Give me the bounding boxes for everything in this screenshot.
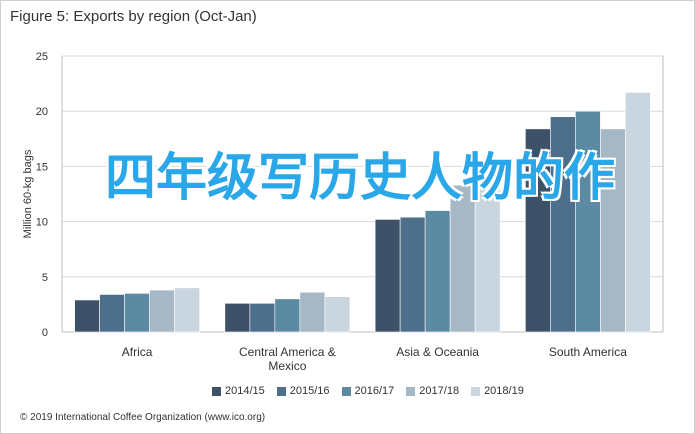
legend-item: 2016/17 <box>341 382 395 400</box>
bar <box>174 287 200 333</box>
chart-title: Figure 5: Exports by region (Oct-Jan) <box>10 8 257 25</box>
legend-swatch <box>276 386 286 396</box>
chart-legend: 2014/15 2015/16 2016/17 2017/18 2018/19 <box>212 382 536 400</box>
legend-swatch <box>406 386 416 396</box>
legend-label: 2014/15 <box>225 385 265 397</box>
y-tick-label: 0 <box>42 327 48 339</box>
bar <box>124 293 150 333</box>
bar <box>474 159 501 333</box>
y-tick-label: 10 <box>36 217 48 229</box>
legend-label: 2017/18 <box>419 385 460 397</box>
y-tick-label: 15 <box>36 161 48 173</box>
footer-credit: © 2019 International Coffee Organization… <box>20 412 266 423</box>
overlay-text: 四年级写历史人物的作 <box>104 149 615 208</box>
bar <box>99 294 125 333</box>
bar <box>399 216 426 333</box>
y-tick-label: 5 <box>42 272 48 284</box>
legend-label: 2015/16 <box>289 385 330 397</box>
bar <box>74 299 100 333</box>
bar <box>324 296 351 333</box>
bar <box>299 291 326 333</box>
x-tick-label: Central America & <box>239 345 336 359</box>
y-tick-label: 25 <box>36 51 48 63</box>
x-tick-label: Asia & Oceania <box>396 345 479 359</box>
x-tick-label: South America <box>549 345 627 359</box>
y-tick-label: 20 <box>36 106 48 118</box>
legend-item: 2014/15 <box>212 382 265 400</box>
legend-item: 2017/18 <box>406 382 459 400</box>
legend-item: 2018/19 <box>471 382 524 400</box>
y-axis-label: Million 60-kg bags <box>22 149 34 238</box>
x-tick-label: Mexico <box>268 359 306 373</box>
legend-label: 2016/17 <box>354 385 395 397</box>
bar <box>600 128 626 333</box>
bar <box>249 302 276 333</box>
bar <box>625 92 651 333</box>
bar <box>149 289 175 333</box>
bar <box>374 219 401 333</box>
legend-swatch <box>341 386 351 396</box>
legend-label: 2018/19 <box>484 385 524 397</box>
legend-item: 2015/16 <box>276 382 330 400</box>
x-tick-label: Africa <box>122 345 153 359</box>
bar <box>224 302 251 333</box>
legend-swatch <box>212 386 221 396</box>
bar <box>550 116 576 333</box>
legend-swatch <box>471 386 481 396</box>
bar <box>424 210 451 333</box>
bar <box>274 298 301 333</box>
bar <box>575 110 601 333</box>
